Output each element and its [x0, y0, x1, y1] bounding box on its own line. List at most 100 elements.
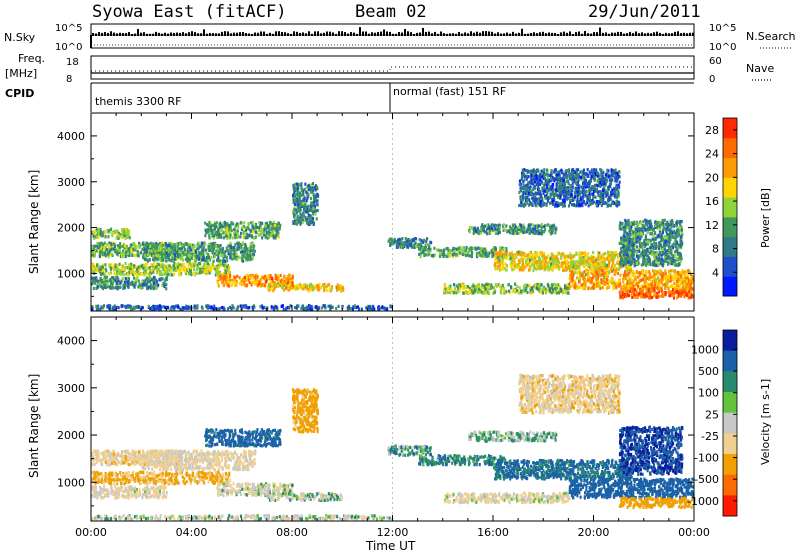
data-cell [481, 223, 484, 227]
nsky-bar [347, 33, 349, 36]
data-cell [453, 252, 456, 256]
data-cell [222, 257, 225, 261]
data-cell [427, 247, 430, 252]
data-cell [207, 230, 210, 234]
data-cell [531, 257, 534, 262]
data-cell [236, 229, 239, 233]
data-cell [132, 280, 135, 284]
data-cell [122, 286, 125, 291]
data-cell [97, 229, 100, 233]
data-cell [271, 280, 274, 284]
data-cell [97, 227, 100, 231]
data-cell [259, 227, 262, 231]
data-cell [206, 223, 209, 227]
data-cell [625, 273, 628, 277]
data-cell [230, 278, 233, 282]
data-cell [276, 276, 279, 280]
data-cell [245, 232, 248, 236]
data-cell [113, 272, 116, 276]
data-cell [247, 233, 250, 237]
data-cell [142, 255, 145, 259]
data-cell [475, 255, 478, 259]
data-cell [100, 265, 103, 269]
data-cell [121, 244, 124, 248]
nsky-bar [584, 31, 586, 36]
data-cell [213, 227, 216, 231]
data-cell [653, 272, 656, 276]
nsky-bar [185, 33, 187, 36]
nsky-bar [302, 32, 304, 36]
nsky-bar [263, 31, 265, 36]
data-cell [132, 268, 135, 272]
data-cell [564, 285, 567, 289]
data-cell [205, 262, 208, 266]
data-cell [306, 286, 309, 290]
data-cell [197, 241, 200, 245]
data-cell [241, 241, 244, 245]
nsky-trace-bars [92, 27, 694, 36]
data-cell [505, 290, 508, 294]
data-cell [226, 232, 229, 236]
data-cell [127, 266, 130, 270]
nsky-bar [143, 32, 145, 36]
data-cell [114, 250, 117, 254]
nsky-bar [215, 33, 217, 36]
nsky-bar [149, 33, 151, 36]
data-cell [145, 262, 148, 266]
data-cell [197, 251, 200, 255]
data-cell [453, 283, 456, 287]
data-cell [638, 271, 641, 275]
data-cell [582, 285, 585, 289]
data-cell [246, 226, 249, 230]
data-cell [194, 256, 197, 260]
data-cell [105, 275, 108, 279]
data-cell [601, 285, 604, 290]
data-cell [246, 258, 249, 262]
data-cell [657, 284, 660, 288]
data-cell [578, 276, 581, 280]
data-cell [558, 291, 561, 295]
data-cell [154, 279, 157, 283]
data-cell [617, 267, 620, 271]
data-cell [126, 235, 129, 239]
data-cell [102, 282, 105, 286]
data-cell [212, 223, 215, 227]
nsky-bar [656, 31, 658, 36]
data-cell [537, 224, 540, 228]
data-cell [264, 235, 267, 239]
data-cell [143, 267, 146, 271]
data-cell [165, 269, 168, 273]
data-cell [664, 291, 667, 295]
data-cell [260, 283, 263, 287]
data-cell [463, 251, 466, 255]
data-cell [323, 289, 326, 293]
data-cell [439, 251, 442, 255]
data-cell [526, 253, 529, 257]
data-cell [187, 264, 190, 268]
data-cell [288, 273, 291, 277]
nsky-bar [632, 33, 634, 36]
nsky-bar [599, 27, 601, 36]
data-cell [418, 244, 421, 248]
data-cell [598, 274, 601, 278]
data-cell [211, 242, 214, 246]
data-cell [160, 264, 163, 268]
data-cell [248, 246, 251, 251]
data-cell [596, 261, 599, 265]
data-cell [569, 273, 572, 278]
data-cell [195, 271, 198, 275]
data-cell [469, 289, 472, 293]
data-cell [138, 244, 141, 248]
data-cell [149, 244, 152, 248]
data-cell [622, 288, 625, 292]
data-cell [494, 230, 497, 234]
data-cell [243, 221, 246, 225]
data-cell [187, 246, 190, 250]
data-cell [536, 286, 539, 290]
data-cell [101, 252, 104, 256]
data-cell [214, 268, 217, 272]
data-cell [180, 255, 183, 259]
data-cell [570, 260, 573, 264]
data-cell [144, 271, 147, 275]
nsky-bar [458, 31, 460, 36]
